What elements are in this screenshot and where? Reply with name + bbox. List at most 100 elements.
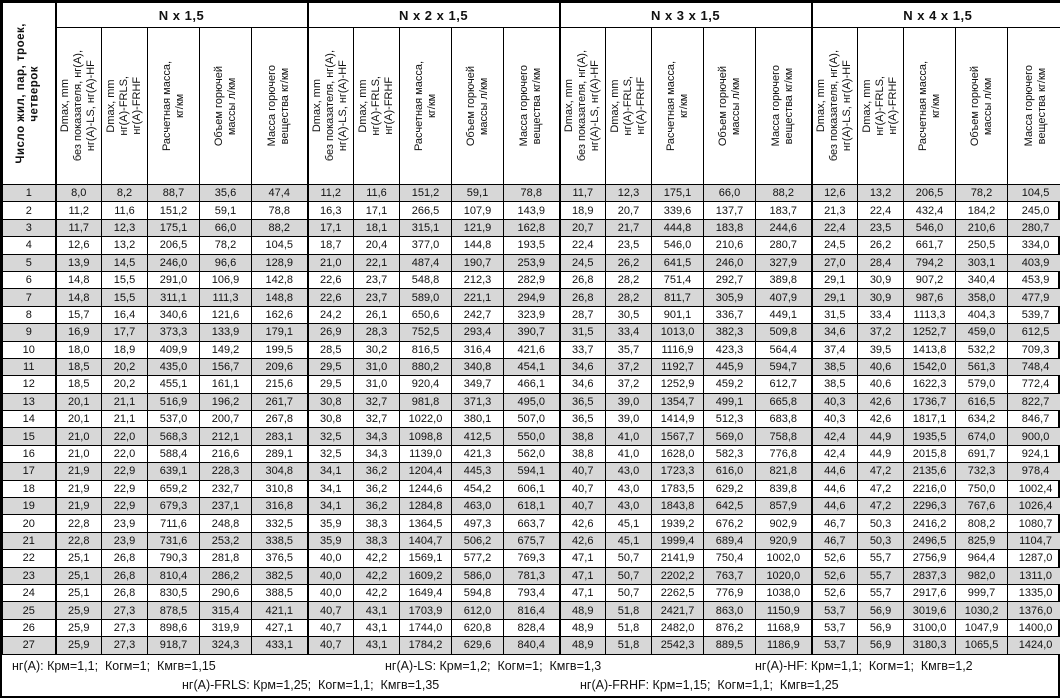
value-cell: 964,4	[955, 549, 1009, 568]
row-number: 26	[2, 618, 56, 638]
value-cell: 12,6	[810, 183, 859, 203]
value-cell: 21,3	[810, 201, 859, 220]
value-cell: 17,1	[353, 201, 400, 220]
value-cell: 42,4	[810, 427, 859, 446]
value-cell: 133,9	[199, 323, 252, 342]
value-cell: 50,7	[605, 583, 653, 603]
row-number: 4	[2, 236, 56, 255]
value-cell: 371,3	[451, 392, 504, 412]
value-cell: 454,1	[502, 357, 561, 377]
value-cell: 40,6	[857, 375, 905, 394]
table-row: 18 21,9 22,9 659,2 232,7 310,8 34,1 36,2 1244,6 4…	[2, 479, 1060, 499]
value-cell: 594,1	[502, 462, 561, 481]
value-cell: 340,8	[451, 357, 504, 377]
value-cell: 38,5	[810, 357, 859, 377]
value-cell: 338,5	[251, 531, 308, 551]
value-cell: 22,4	[810, 218, 859, 238]
value-cell: 216,6	[199, 444, 252, 464]
value-cell: 28,3	[353, 323, 400, 342]
column-header-g1-4: Объем горючей массы л/км	[199, 27, 252, 185]
value-cell: 179,1	[251, 323, 308, 342]
row-number: 25	[2, 601, 56, 620]
value-cell: 44,6	[810, 462, 859, 481]
value-cell: 15,7	[54, 305, 102, 325]
column-header-label: Масса горючего вещества кг/км	[1022, 65, 1048, 147]
value-cell: 825,9	[955, 531, 1009, 551]
value-cell: 104,5	[251, 236, 308, 255]
value-cell: 586,0	[451, 566, 504, 585]
group-header-4: N x 4 x 1,5	[810, 2, 1060, 28]
value-cell: 40,6	[857, 357, 905, 377]
value-cell: 589,0	[399, 288, 452, 307]
value-cell: 47,1	[558, 583, 607, 603]
value-cell: 459,0	[955, 323, 1009, 342]
column-header-label: Объем горючей массы л/км	[464, 65, 490, 147]
table-row: 21 22,8 23,9 731,6 253,2 338,5 35,9 38,3 1404,7 5…	[2, 531, 1060, 551]
value-cell: 449,1	[755, 305, 813, 325]
column-header-label: Масса горючего вещества кг/км	[770, 65, 796, 147]
value-cell: 37,4	[810, 340, 859, 359]
table-row: 25 25,9 27,3 878,5 315,4 421,1 40,7 43,1 1703,9 6…	[2, 601, 1060, 620]
value-cell: 1020,0	[755, 566, 813, 585]
table-row: 23 25,1 26,8 810,4 286,2 382,5 40,0 42,2 1609,2 5…	[2, 566, 1060, 585]
value-cell: 1414,9	[651, 410, 705, 429]
value-cell: 561,3	[955, 357, 1009, 377]
value-cell: 691,7	[955, 444, 1009, 464]
value-cell: 199,5	[251, 340, 308, 359]
value-cell: 215,6	[251, 375, 308, 394]
value-cell: 31,5	[810, 305, 859, 325]
value-cell: 1030,2	[955, 601, 1009, 620]
value-cell: 11,7	[54, 218, 102, 238]
value-cell: 29,5	[306, 357, 354, 377]
column-header-g2-2: Dmax, mm нг(A)-FRLS, нг(A)-FRHF	[353, 27, 400, 185]
value-cell: 51,8	[605, 618, 653, 638]
value-cell: 659,2	[147, 479, 200, 499]
column-header-g4-2: Dmax, mm нг(A)-FRLS, нг(A)-FRHF	[857, 27, 905, 185]
value-cell: 898,6	[147, 618, 200, 638]
value-cell: 43,1	[353, 618, 400, 638]
value-cell: 151,2	[147, 201, 200, 220]
value-cell: 42,4	[810, 444, 859, 464]
value-cell: 568,3	[147, 427, 200, 446]
group-header-1: N x 1,5	[54, 2, 308, 28]
value-cell: 794,2	[903, 253, 957, 272]
value-cell: 577,2	[451, 549, 504, 568]
value-cell: 1413,8	[903, 340, 957, 359]
value-cell: 2421,7	[651, 601, 705, 620]
value-cell: 3019,6	[903, 601, 957, 620]
value-cell: 162,6	[251, 305, 308, 325]
column-header-g4-1: Dmax, mm без показателя, нг(A), нг(A)-LS…	[810, 27, 859, 185]
value-cell: 17,7	[101, 323, 148, 342]
value-cell: 245,0	[1007, 201, 1060, 220]
value-cell: 40,0	[306, 583, 354, 603]
column-header-g3-3: Расчетная масса, кг/км	[651, 27, 705, 185]
value-cell: 24,2	[306, 305, 354, 325]
value-cell: 1783,5	[651, 479, 705, 499]
value-cell: 562,0	[502, 444, 561, 464]
value-cell: 650,6	[399, 305, 452, 325]
value-cell: 44,9	[857, 444, 905, 464]
column-header-label: Объем горючей массы л/км	[212, 65, 238, 147]
value-cell: 8,0	[54, 183, 102, 203]
value-cell: 21,9	[54, 462, 102, 481]
value-cell: 35,9	[306, 531, 354, 551]
value-cell: 27,0	[810, 253, 859, 272]
table-row: 27 25,9 27,3 918,7 324,3 433,1 40,7 43,1 1784,2 6…	[2, 636, 1060, 655]
value-cell: 24,5	[810, 236, 859, 255]
value-cell: 228,3	[199, 462, 252, 481]
value-cell: 409,9	[147, 340, 200, 359]
row-number: 5	[2, 253, 56, 272]
table-row: 26 25,9 27,3 898,6 319,9 427,1 40,7 43,1 1744,0 6…	[2, 618, 1060, 638]
value-cell: 289,1	[251, 444, 308, 464]
value-cell: 232,7	[199, 479, 252, 499]
value-cell: 286,2	[199, 566, 252, 585]
table-row: 16 21,0 22,0 588,4 216,6 289,1 32,5 34,3 1139,0 4…	[2, 444, 1060, 464]
value-cell: 34,6	[810, 323, 859, 342]
value-cell: 26,9	[306, 323, 354, 342]
value-cell: 421,3	[451, 444, 504, 464]
value-cell: 261,7	[251, 392, 308, 412]
value-cell: 206,5	[147, 236, 200, 255]
value-cell: 1400,0	[1007, 618, 1060, 638]
value-cell: 382,3	[703, 323, 757, 342]
value-cell: 206,5	[903, 183, 957, 203]
